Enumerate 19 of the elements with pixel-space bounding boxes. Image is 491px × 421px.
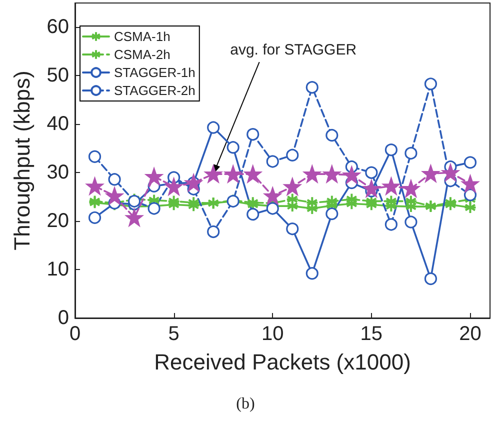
x-tick-label: 5 <box>168 323 180 345</box>
y-tick-label: 10 <box>46 258 69 281</box>
y-tick-label: 0 <box>58 307 69 329</box>
legend-label: STAGGER-2h <box>114 83 196 98</box>
legend-label: CSMA-2h <box>114 47 170 62</box>
text: (b) <box>236 396 255 412</box>
annotation: avg. for STAGGER <box>230 42 357 59</box>
y-tick-label: 20 <box>46 210 69 232</box>
legend-label: CSMA-1h <box>114 29 170 44</box>
x-tick-label: 20 <box>459 323 482 345</box>
y-tick-label: 60 <box>46 16 69 38</box>
x-tick-label: 10 <box>261 323 284 345</box>
y-tick-label: 50 <box>46 64 69 87</box>
x-axis-title: Received Packets (x1000) <box>154 350 411 374</box>
y-tick-label: 40 <box>46 113 69 136</box>
y-axis-title: Throughput (kbps) <box>10 70 34 250</box>
x-tick-label: 15 <box>360 323 383 345</box>
y-tick-label: 30 <box>46 162 69 184</box>
legend-label: STAGGER-1h <box>114 65 196 80</box>
